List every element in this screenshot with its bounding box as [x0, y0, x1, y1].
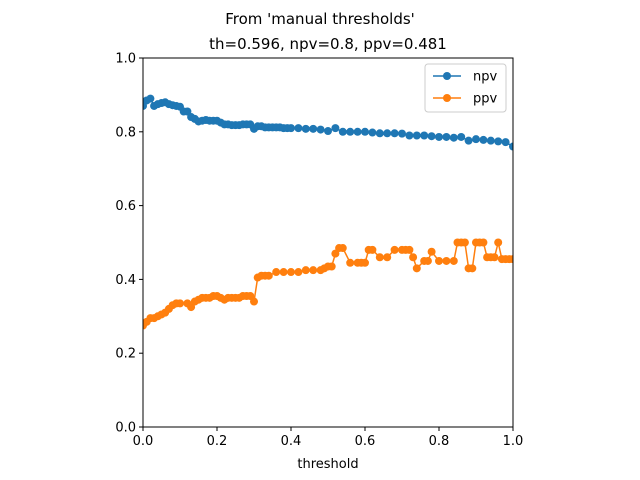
series-npv: [143, 94, 513, 151]
data-point-ppv: [375, 253, 384, 262]
data-point-ppv: [383, 253, 392, 262]
data-point-ppv: [368, 245, 377, 254]
data-point-ppv: [390, 245, 399, 254]
data-point-ppv: [427, 247, 436, 256]
data-point-npv: [294, 124, 303, 133]
data-point-npv: [287, 124, 295, 133]
data-point-npv: [383, 129, 392, 138]
series-group: [143, 94, 513, 330]
data-point-npv: [479, 135, 488, 144]
data-point-ppv: [412, 264, 421, 273]
data-point-npv: [146, 94, 155, 103]
legend-marker-npv: [443, 72, 451, 80]
data-point-npv: [368, 128, 377, 137]
data-point-npv: [420, 131, 429, 140]
series-ppv: [143, 238, 513, 330]
x-tick-label: 0.2: [207, 434, 228, 449]
data-point-npv: [501, 138, 510, 147]
data-point-ppv: [409, 253, 418, 262]
axes-frame: [142, 57, 514, 428]
data-point-npv: [449, 133, 458, 142]
data-point-npv: [398, 129, 406, 138]
data-point-npv: [472, 135, 480, 144]
y-tick-label: 0.6: [115, 199, 136, 214]
data-point-npv: [390, 129, 399, 138]
data-point-ppv: [272, 268, 281, 277]
data-point-ppv: [250, 297, 258, 306]
data-point-ppv: [449, 256, 458, 265]
legend: npv ppv: [424, 63, 507, 113]
y-tick-label: 0.8: [115, 125, 136, 140]
data-point-npv: [309, 124, 318, 133]
data-point-npv: [427, 132, 436, 141]
data-point-ppv: [479, 238, 488, 247]
data-point-npv: [346, 127, 355, 136]
data-point-npv: [331, 124, 340, 133]
x-tick-label: 0.4: [281, 434, 302, 449]
data-point-npv: [324, 127, 332, 136]
data-point-ppv: [405, 245, 414, 254]
data-point-ppv: [460, 238, 469, 247]
y-tick-label: 0.0: [115, 421, 136, 436]
series-line-ppv: [143, 241, 513, 327]
data-point-ppv: [301, 266, 310, 275]
data-point-npv: [435, 132, 443, 141]
y-tick-label: 0.4: [115, 273, 136, 288]
data-point-npv: [375, 129, 384, 138]
data-point-npv: [316, 125, 325, 134]
data-point-npv: [457, 132, 466, 141]
y-tick-label: 0.2: [115, 347, 136, 362]
y-tick-label: 1.0: [115, 52, 136, 67]
data-point-ppv: [361, 258, 369, 267]
data-point-ppv: [435, 256, 443, 265]
data-point-npv: [412, 131, 421, 140]
chart-suptitle: From 'manual thresholds': [225, 10, 415, 28]
legend-label-ppv: ppv: [473, 92, 498, 107]
x-axis-label: threshold: [297, 457, 358, 472]
data-point-npv: [338, 127, 347, 136]
data-point-npv: [486, 136, 495, 145]
x-tick-label: 0.0: [133, 434, 154, 449]
data-point-ppv: [338, 244, 347, 253]
data-point-ppv: [490, 253, 499, 262]
data-point-npv: [301, 124, 310, 133]
legend-label-npv: npv: [473, 70, 497, 85]
data-point-npv: [353, 127, 362, 136]
plot-area: 0.0 0.2 0.4 0.6 0.8 1.0 0.0 0.2 0.4 0.6 0.8 1.0 npv p…: [115, 52, 523, 450]
data-point-ppv: [176, 299, 184, 308]
data-point-ppv: [494, 238, 503, 247]
data-point-npv: [442, 132, 451, 141]
x-tick-label: 0.8: [429, 434, 450, 449]
chart-title: th=0.596, npv=0.8, ppv=0.481: [209, 35, 447, 53]
data-point-ppv: [509, 255, 513, 264]
x-tick-label: 0.6: [355, 434, 376, 449]
data-point-ppv: [287, 268, 295, 277]
data-point-ppv: [327, 262, 336, 271]
data-point-ppv: [294, 268, 303, 277]
data-point-ppv: [264, 271, 273, 280]
data-point-npv: [464, 136, 473, 145]
data-point-ppv: [309, 266, 318, 275]
legend-marker-ppv: [443, 94, 451, 102]
data-point-ppv: [468, 264, 477, 273]
data-point-npv: [361, 127, 369, 136]
data-point-npv: [509, 142, 513, 151]
data-point-npv: [494, 137, 503, 146]
data-point-ppv: [423, 256, 432, 265]
data-point-ppv: [279, 268, 288, 277]
data-point-ppv: [346, 258, 355, 267]
data-point-ppv: [442, 256, 451, 265]
data-point-npv: [405, 131, 414, 140]
x-tick-label: 1.0: [503, 434, 524, 449]
